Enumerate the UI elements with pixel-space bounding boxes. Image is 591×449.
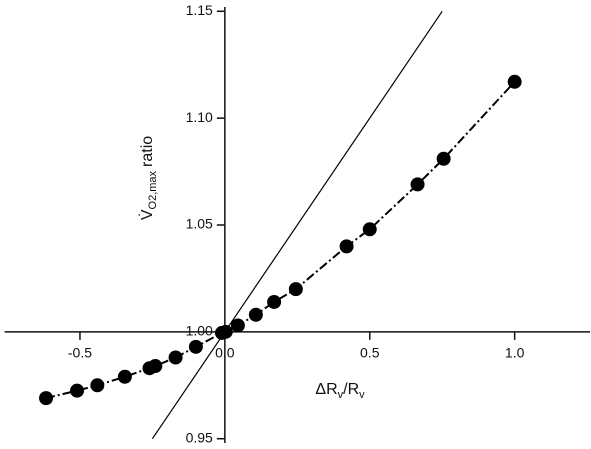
data-point — [362, 222, 377, 237]
x-label-mid: /R — [343, 381, 359, 398]
data-point — [117, 369, 132, 384]
data-point — [288, 282, 303, 297]
data-point — [410, 177, 425, 192]
data-point — [248, 307, 263, 322]
data-point — [70, 383, 85, 398]
y-tick-label: 1.10 — [186, 109, 213, 125]
data-line — [45, 81, 516, 400]
data-point — [436, 151, 451, 166]
x-tick-label: 1.0 — [505, 345, 525, 361]
x-axis-label: ΔRv/Rv — [315, 381, 365, 401]
y-tick-label: 1.00 — [186, 323, 213, 339]
x-tick-label: -0.5 — [68, 345, 92, 361]
reference-line — [151, 10, 443, 440]
y-axis-label: V̇O2,max ratio — [138, 136, 159, 220]
x-label-main: ΔR — [315, 381, 337, 398]
y-label-sub: O2,max — [147, 170, 159, 209]
data-point — [148, 359, 163, 374]
y-tick-label: 0.95 — [186, 429, 213, 445]
data-point — [90, 378, 105, 393]
data-point — [39, 391, 54, 406]
data-point — [168, 350, 183, 365]
data-point — [339, 239, 354, 254]
x-tick-label: 0.5 — [360, 345, 380, 361]
x-label-sub2: v — [359, 389, 365, 401]
data-point — [230, 318, 245, 333]
y-label-main: V̇ — [138, 209, 156, 220]
y-tick-label: 1.05 — [186, 216, 213, 232]
y-label-rest: ratio — [139, 136, 156, 167]
y-tick-label: 1.15 — [186, 2, 213, 18]
data-point — [507, 74, 522, 89]
data-point — [188, 339, 203, 354]
x-label-sub: v — [338, 389, 344, 401]
x-tick-label: 0.0 — [215, 345, 235, 361]
data-point — [267, 294, 282, 309]
